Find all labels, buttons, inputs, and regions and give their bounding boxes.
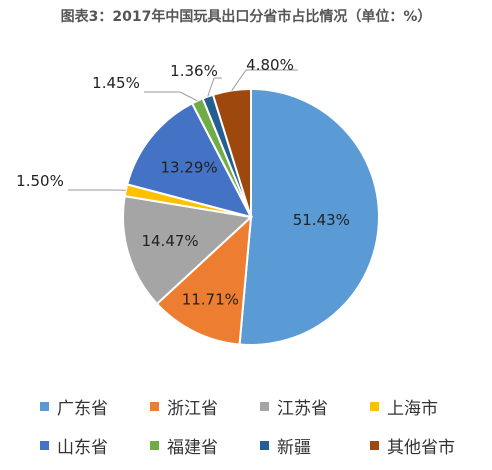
legend-swatch — [40, 402, 49, 411]
data-label: 13.29% — [160, 158, 217, 176]
data-label: 1.45% — [92, 74, 140, 92]
legend-label: 福建省 — [167, 438, 218, 458]
legend-label: 上海市 — [387, 399, 438, 419]
pie-slice — [122, 195, 254, 306]
legend-label: 广东省 — [57, 399, 108, 419]
legend-item: 福建省 — [150, 433, 260, 458]
data-label: 1.36% — [170, 62, 218, 80]
legend-swatch — [150, 402, 159, 411]
legend-swatch — [40, 441, 49, 450]
legend-label: 江苏省 — [277, 399, 328, 419]
legend: 广东省 浙江省 江苏省 上海市山东省 福建省 新疆 其他省市 — [40, 394, 480, 458]
legend-item: 浙江省 — [150, 394, 260, 419]
legend-swatch — [370, 441, 379, 450]
legend-label: 山东省 — [57, 438, 108, 458]
chart-title: 图表3：2017年中国玩具出口分省市占比情况（单位：%） — [60, 9, 432, 25]
pie-slice — [155, 214, 253, 346]
leader-line — [231, 69, 298, 91]
leader-line — [144, 91, 198, 102]
legend-item: 江苏省 — [260, 394, 370, 419]
legend-label: 新疆 — [277, 438, 311, 458]
legend-label: 浙江省 — [167, 399, 218, 419]
legend-swatch — [260, 402, 269, 411]
legend-item: 其他省市 — [370, 433, 480, 458]
pie-slice — [211, 87, 252, 218]
legend-item: 新疆 — [260, 433, 370, 458]
data-label: 11.71% — [182, 291, 239, 309]
legend-item: 山东省 — [40, 433, 150, 458]
data-label: 51.43% — [293, 211, 350, 229]
legend-item: 上海市 — [370, 394, 480, 419]
pie-slice — [126, 102, 253, 219]
legend-label: 其他省市 — [387, 438, 455, 458]
data-label: 14.47% — [141, 232, 198, 250]
data-label: 1.50% — [16, 172, 64, 190]
legend-item: 广东省 — [40, 394, 150, 419]
pie-slice — [238, 87, 380, 346]
legend-swatch — [370, 402, 379, 411]
legend-swatch — [150, 441, 159, 450]
leader-line — [207, 77, 222, 97]
data-label: 4.80% — [246, 56, 294, 74]
legend-swatch — [260, 441, 269, 450]
